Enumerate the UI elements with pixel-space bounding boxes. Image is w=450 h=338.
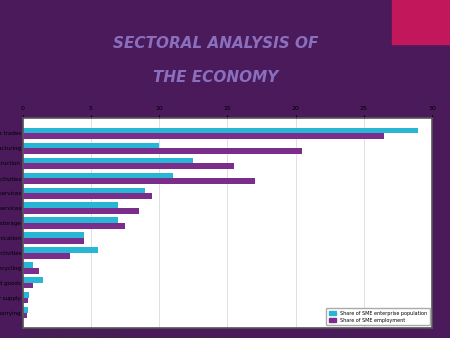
Bar <box>22 283 33 288</box>
Bar <box>22 307 28 313</box>
Bar <box>22 148 302 154</box>
Bar <box>22 128 418 134</box>
Bar <box>22 277 43 283</box>
Bar <box>22 253 70 259</box>
Bar <box>22 208 139 214</box>
Bar <box>22 232 84 238</box>
Bar <box>22 193 152 199</box>
Bar <box>22 202 118 208</box>
Bar <box>22 178 255 184</box>
Bar <box>22 143 159 148</box>
Bar <box>22 238 84 244</box>
Bar <box>22 173 173 178</box>
Bar <box>22 262 33 268</box>
Text: SECTORAL ANALYSIS OF: SECTORAL ANALYSIS OF <box>113 37 319 51</box>
Bar <box>22 313 27 318</box>
Text: Source: Eurostat (online data codes: sbs_na_ind_r2, sbs_na_con_r2, sbs_na_dt_r2 : Source: Eurostat (online data codes: sbs… <box>27 335 240 338</box>
Bar <box>22 223 125 229</box>
Bar <box>22 292 29 298</box>
Bar <box>22 188 145 193</box>
Text: THE ECONOMY: THE ECONOMY <box>153 70 279 85</box>
Legend: Share of SME enterprise population, Share of SME employment: Share of SME enterprise population, Shar… <box>326 308 430 325</box>
Bar <box>22 217 118 223</box>
Bar <box>22 158 193 163</box>
Bar <box>22 163 234 169</box>
Bar <box>22 268 39 273</box>
Bar <box>22 134 384 139</box>
Text: (1) Ranked on the share of SME employment.: (1) Ranked on the share of SME employmen… <box>27 330 120 334</box>
Bar <box>22 298 28 304</box>
Bar <box>22 247 98 253</box>
